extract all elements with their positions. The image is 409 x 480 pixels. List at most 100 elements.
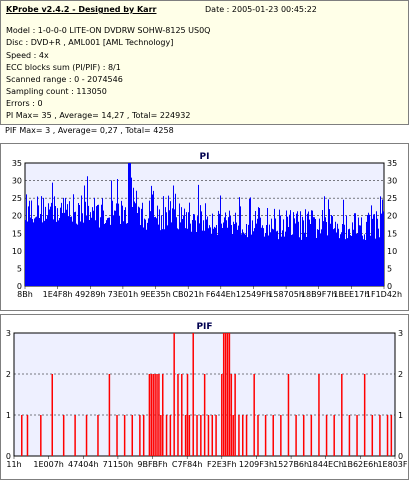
pif-bar [85,415,88,456]
pif-bar [188,415,191,456]
pif-bar [253,374,255,456]
pif-bar [62,415,65,456]
info-model: Model : 1-0-0-0 LITE-ON DVDRW SOHW-8125 … [6,26,211,35]
pi-xtick-label: 1F1D42h [366,290,402,299]
pif-bar [230,374,233,456]
pif-ytick-right: 0 [398,452,403,461]
pif-bar [348,415,351,456]
pif-bar [160,415,162,456]
scan-date: Date : 2005-01-23 00:45:22 [205,5,317,14]
pif-bar [177,374,179,456]
pif-bar [325,415,328,456]
pi-ytick-right: 30 [387,177,397,186]
pif-bar [245,415,248,456]
pif-bar [386,415,389,456]
pif-bar [21,415,23,456]
pif-bar [139,415,141,456]
pif-bar [232,415,234,456]
pi-chart-panel: PI 0 0 5 5 10 10 15 15 20 20 25 25 30 30 35 35 8Bh 1E4F8h 4… [0,143,409,311]
pif-bar [186,374,189,456]
pi-xtick-label: 12549Fh [236,290,271,299]
pif-bar [310,415,313,456]
pif-ytick-right: 3 [398,329,403,338]
pif-bar [371,415,374,456]
pif-bar [302,415,305,456]
pif-bar [224,333,227,456]
pif-ytick-left: 2 [6,370,11,379]
pif-ytick-left: 3 [6,329,11,338]
pi-xtick-label: 18B9F7h [301,290,337,299]
info-pif-stats: PIF Max= 3 , Average= 0,27 , Total= 4258 [5,126,174,135]
info-panel: KProbe v2.4.2 - Designed by Karr Date : … [0,0,409,125]
pi-ytick-left: 25 [12,194,22,203]
pif-bar [196,415,198,456]
pif-chart-panel: PIF 0 0 1 1 2 2 3 3 11h 1E007h 47404h 71150h 9BFBFh C7… [0,314,409,480]
pif-bar [222,333,225,456]
pif-xtick-label: 9BFBFh [137,460,167,469]
pi-xtick-label: 1BEE17h [333,290,369,299]
pif-bar [158,374,160,456]
pif-bar [131,415,134,456]
pif-bar [333,415,335,456]
pi-xtick-label: 1E4F8h [43,290,73,299]
pi-ytick-left: 10 [12,247,22,256]
pi-title: PI [200,152,210,162]
pi-ytick-left: 20 [12,212,22,221]
pi-ytick-right: 15 [387,229,397,238]
pi-xtick-label: F644Eh [206,290,236,299]
pif-title: PIF [196,322,212,332]
app-title: KProbe v2.4.2 - Designed by Karr [6,5,157,14]
pif-bar [228,333,231,456]
pif-xtick-label: 1844ECh [308,460,344,469]
pif-bar [116,415,118,456]
pif-bar [184,415,187,456]
pi-xtick-label: 73E01h [108,290,138,299]
pif-bar [211,415,214,456]
pif-bar [221,374,223,456]
pif-bar [356,415,358,456]
pi-ytick-left: 5 [17,264,22,273]
pif-bar [108,374,111,456]
info-ecc: ECC blocks sum (PI/PIF) : 8/1 [6,63,121,72]
pif-bar [169,415,172,456]
pif-bar [287,374,290,456]
pif-bar [238,415,240,456]
pif-bar [74,415,76,456]
pif-bar [200,415,202,456]
pif-ytick-left: 0 [6,452,11,461]
pif-bar [51,374,53,456]
pif-bar [165,415,168,456]
info-disc: Disc : DVD+R , AML001 [AML Technology] [6,38,174,47]
pif-xtick-label: 1E007h [33,460,63,469]
pi-ytick-right: 10 [387,247,397,256]
pif-bar [152,374,154,456]
pif-bar [379,415,381,456]
pif-bar [192,333,194,456]
pif-bar [123,415,126,456]
pi-xtick-label: 9EE35h [140,290,170,299]
pif-bar [226,333,229,456]
pif-bar [26,415,29,456]
pi-ytick-right: 20 [387,212,397,221]
pif-bar [207,415,210,456]
pif-xtick-label: 11h [6,460,21,469]
pif-ytick-right: 1 [398,411,403,420]
pi-ytick-right: 0 [387,282,392,291]
pif-ytick-left: 1 [6,411,11,420]
pif-bar [234,374,236,456]
pif-xtick-label: 1527B6h [273,460,309,469]
pif-xtick-label: 1E803Fh [377,460,408,469]
pi-ytick-right: 25 [387,194,397,203]
pif-bar [390,415,393,456]
info-pi-stats: PI Max= 35 , Average= 14,27 , Total= 224… [6,111,191,120]
pi-ytick-left: 35 [12,159,22,168]
pif-bar [341,374,343,456]
info-speed: Speed : 4x [6,51,49,60]
pif-bar [363,374,366,456]
pif-bar [150,374,153,456]
pif-bar [295,415,297,456]
pif-xtick-label: 1B62E6h [342,460,378,469]
pi-xtick-label: 8Bh [17,290,33,299]
pi-ytick-right: 5 [387,264,392,273]
pif-bar [148,374,151,456]
